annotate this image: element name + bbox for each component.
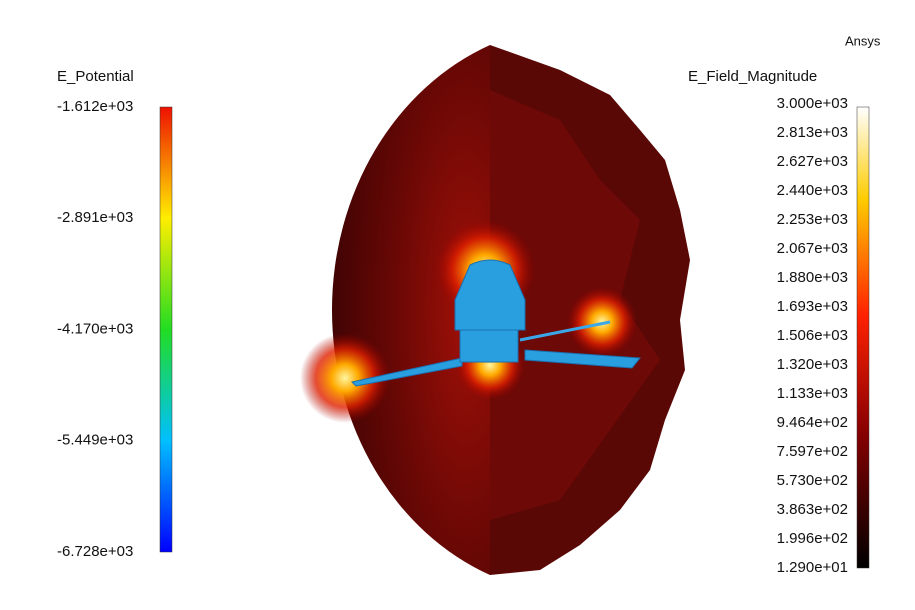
legend-label: 9.464e+02 [777, 414, 848, 431]
legend-label: 1.693e+03 [777, 298, 848, 315]
legend-label: 5.730e+02 [777, 472, 848, 489]
legend-label: 1.880e+03 [777, 269, 848, 286]
legend-label: -6.728e+03 [57, 543, 133, 560]
legend-label: 2.440e+03 [777, 182, 848, 199]
legend-label: 2.813e+03 [777, 124, 848, 141]
legend-title: E_Potential [57, 68, 134, 85]
legend-label: 2.627e+03 [777, 153, 848, 170]
legend-label: -4.170e+03 [57, 320, 133, 337]
satellite [350, 259, 641, 387]
legend-label: -5.449e+03 [57, 432, 133, 449]
legend-label: 2.253e+03 [777, 211, 848, 228]
legend-label: 1.996e+02 [777, 530, 848, 547]
legend-label: -1.612e+03 [57, 98, 133, 115]
legend-label: -2.891e+03 [57, 209, 133, 226]
legend-label: 1.506e+03 [777, 327, 848, 344]
legend-label: 3.863e+02 [777, 501, 848, 518]
legend-title: E_Field_Magnitude [688, 68, 817, 85]
legend-label: 1.133e+03 [777, 385, 848, 402]
colorbar [159, 106, 173, 553]
legend-label: 7.597e+02 [777, 443, 848, 460]
brand: Ansys [845, 33, 881, 48]
legend-label: 2.067e+03 [777, 240, 848, 257]
field-render [300, 45, 690, 575]
legend-label: 1.290e+01 [777, 559, 848, 576]
legend-label: 3.000e+03 [777, 95, 848, 112]
legend-label: 1.320e+03 [777, 356, 848, 373]
colorbar [856, 106, 870, 569]
